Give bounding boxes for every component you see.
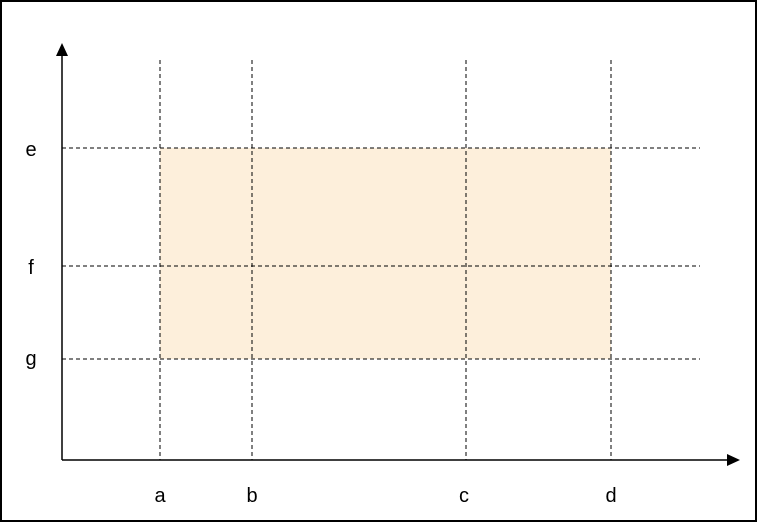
shaded-region [160, 148, 611, 359]
y-axis-arrow-icon [56, 43, 68, 56]
x-label-c: c [459, 485, 469, 507]
x-label-b: b [246, 485, 257, 507]
x-label-a: a [154, 485, 166, 507]
vertical-guide-lines [159, 60, 612, 460]
y-label-e: e [25, 139, 36, 161]
x-label-d: d [605, 485, 616, 507]
x-axis-arrow-icon [727, 454, 740, 466]
y-label-g: g [25, 348, 36, 370]
y-label-f: f [28, 257, 34, 279]
horizontal-guide-lines [62, 147, 700, 360]
